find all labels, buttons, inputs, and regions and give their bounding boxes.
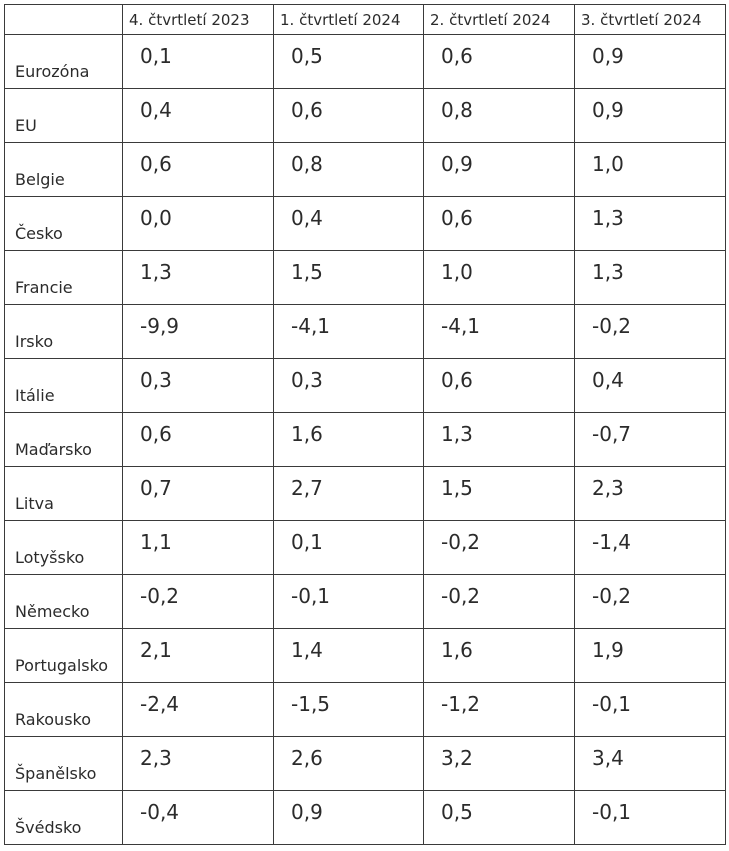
value-cell: -0,4 xyxy=(122,790,274,845)
value-cell: 1,0 xyxy=(574,142,726,197)
value-cell: 2,7 xyxy=(273,466,424,521)
table-row: EU 0,4 0,6 0,8 0,9 xyxy=(4,88,726,143)
value-cell: -0,2 xyxy=(423,574,575,629)
value-cell: 1,3 xyxy=(423,412,575,467)
value-cell: -4,1 xyxy=(273,304,424,359)
country-cell: EU xyxy=(4,88,123,143)
value-cell: 0,5 xyxy=(423,790,575,845)
value-cell: -4,1 xyxy=(423,304,575,359)
country-cell: Španělsko xyxy=(4,736,123,791)
value-cell: 0,6 xyxy=(273,88,424,143)
country-cell: Rakousko xyxy=(4,682,123,737)
table-row: Česko 0,0 0,4 0,6 1,3 xyxy=(4,196,726,251)
value-cell: 0,6 xyxy=(423,196,575,251)
value-cell: 0,6 xyxy=(122,142,274,197)
header-q2-2024: 2. čtvrtletí 2024 xyxy=(423,4,575,35)
header-q3-2024: 3. čtvrtletí 2024 xyxy=(574,4,726,35)
value-cell: 1,3 xyxy=(122,250,274,305)
value-cell: -1,2 xyxy=(423,682,575,737)
table-row: Maďarsko 0,6 1,6 1,3 -0,7 xyxy=(4,412,726,467)
table-row: Rakousko -2,4 -1,5 -1,2 -0,1 xyxy=(4,682,726,737)
value-cell: 1,9 xyxy=(574,628,726,683)
table-row: Španělsko 2,3 2,6 3,2 3,4 xyxy=(4,736,726,791)
value-cell: 2,3 xyxy=(574,466,726,521)
header-q1-2024: 1. čtvrtletí 2024 xyxy=(273,4,424,35)
country-cell: Eurozóna xyxy=(4,34,123,89)
country-cell: Portugalsko xyxy=(4,628,123,683)
table-row: Francie 1,3 1,5 1,0 1,3 xyxy=(4,250,726,305)
value-cell: 1,1 xyxy=(122,520,274,575)
value-cell: 0,5 xyxy=(273,34,424,89)
value-cell: 1,3 xyxy=(574,196,726,251)
country-cell: Lotyšsko xyxy=(4,520,123,575)
value-cell: 0,1 xyxy=(122,34,274,89)
table-row: Irsko -9,9 -4,1 -4,1 -0,2 xyxy=(4,304,726,359)
value-cell: 3,2 xyxy=(423,736,575,791)
value-cell: 3,4 xyxy=(574,736,726,791)
gdp-growth-table: 4. čtvrtletí 2023 1. čtvrtletí 2024 2. č… xyxy=(4,4,726,845)
value-cell: 1,6 xyxy=(423,628,575,683)
value-cell: 0,3 xyxy=(122,358,274,413)
header-corner xyxy=(4,4,123,35)
value-cell: 0,6 xyxy=(122,412,274,467)
value-cell: 0,6 xyxy=(423,358,575,413)
value-cell: -0,1 xyxy=(574,790,726,845)
value-cell: 0,3 xyxy=(273,358,424,413)
value-cell: 2,6 xyxy=(273,736,424,791)
value-cell: 1,6 xyxy=(273,412,424,467)
value-cell: -0,2 xyxy=(423,520,575,575)
value-cell: 1,5 xyxy=(273,250,424,305)
table-row: Švédsko -0,4 0,9 0,5 -0,1 xyxy=(4,790,726,845)
country-cell: Česko xyxy=(4,196,123,251)
header-q4-2023: 4. čtvrtletí 2023 xyxy=(122,4,274,35)
table-row: Německo -0,2 -0,1 -0,2 -0,2 xyxy=(4,574,726,629)
value-cell: 0,9 xyxy=(273,790,424,845)
value-cell: 0,6 xyxy=(423,34,575,89)
value-cell: 0,9 xyxy=(574,88,726,143)
value-cell: -0,7 xyxy=(574,412,726,467)
value-cell: 1,5 xyxy=(423,466,575,521)
value-cell: -0,1 xyxy=(273,574,424,629)
value-cell: 0,8 xyxy=(423,88,575,143)
country-cell: Maďarsko xyxy=(4,412,123,467)
value-cell: 0,8 xyxy=(273,142,424,197)
country-cell: Francie xyxy=(4,250,123,305)
value-cell: 0,0 xyxy=(122,196,274,251)
value-cell: 1,3 xyxy=(574,250,726,305)
value-cell: 0,9 xyxy=(423,142,575,197)
value-cell: -0,1 xyxy=(574,682,726,737)
value-cell: 1,0 xyxy=(423,250,575,305)
table-row: Eurozóna 0,1 0,5 0,6 0,9 xyxy=(4,34,726,89)
value-cell: -2,4 xyxy=(122,682,274,737)
value-cell: -1,5 xyxy=(273,682,424,737)
country-cell: Švédsko xyxy=(4,790,123,845)
country-cell: Belgie xyxy=(4,142,123,197)
value-cell: 0,4 xyxy=(122,88,274,143)
table-row: Lotyšsko 1,1 0,1 -0,2 -1,4 xyxy=(4,520,726,575)
value-cell: 2,3 xyxy=(122,736,274,791)
value-cell: -0,2 xyxy=(574,574,726,629)
country-cell: Irsko xyxy=(4,304,123,359)
value-cell: -1,4 xyxy=(574,520,726,575)
value-cell: 0,4 xyxy=(574,358,726,413)
value-cell: -0,2 xyxy=(122,574,274,629)
table-row: Portugalsko 2,1 1,4 1,6 1,9 xyxy=(4,628,726,683)
header-row: 4. čtvrtletí 2023 1. čtvrtletí 2024 2. č… xyxy=(4,4,726,35)
table-row: Itálie 0,3 0,3 0,6 0,4 xyxy=(4,358,726,413)
value-cell: -0,2 xyxy=(574,304,726,359)
value-cell: 1,4 xyxy=(273,628,424,683)
table-row: Litva 0,7 2,7 1,5 2,3 xyxy=(4,466,726,521)
country-cell: Německo xyxy=(4,574,123,629)
value-cell: 0,4 xyxy=(273,196,424,251)
value-cell: 0,7 xyxy=(122,466,274,521)
value-cell: 0,1 xyxy=(273,520,424,575)
country-cell: Litva xyxy=(4,466,123,521)
country-cell: Itálie xyxy=(4,358,123,413)
value-cell: -9,9 xyxy=(122,304,274,359)
table-row: Belgie 0,6 0,8 0,9 1,0 xyxy=(4,142,726,197)
value-cell: 2,1 xyxy=(122,628,274,683)
value-cell: 0,9 xyxy=(574,34,726,89)
